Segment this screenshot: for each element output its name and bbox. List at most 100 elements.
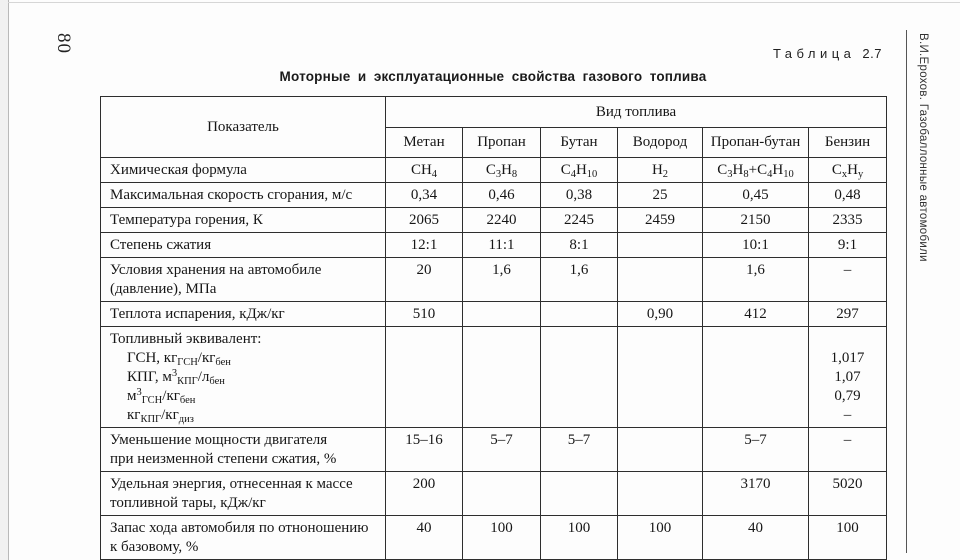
table-row: Уменьшение мощности двигателя при неизмен… [100,427,888,472]
value-cell: – [807,257,888,302]
header-row-fuels: Метан Пропан Бутан Водород Пропан-бутан … [101,127,888,158]
row-label-line: Максимальная скорость сгорания, м/с [110,187,353,203]
column-header-butane: Бутан [540,127,618,158]
value-cell: 3170 [702,471,809,516]
column-header-propane-butane: Пропан-бутан [702,127,809,158]
value-cell [462,326,541,428]
column-header-propane: Пропан [462,127,541,158]
row-label-line: Условия хранения на автомобиле [110,262,322,278]
row-label-line: Химическая формула [110,162,247,178]
value-line: 1,017 [830,350,865,366]
value-cell: H2 [617,157,703,183]
value-cell: 0,90 [617,301,703,327]
table-row: Химическая формула CH4 C3H8 C4H10 H2 C3H8+C4… [100,157,888,183]
value-cell: 10:1 [702,232,809,258]
value-cell [540,471,618,516]
value-cell: 100 [807,515,888,560]
value-cell: 0,45 [702,182,809,208]
value-cell: 0,48 [807,182,888,208]
value-cell: 5–7 [702,427,809,472]
column-group-header-fuel-type: Вид топлива [384,96,888,128]
value-cell: 2150 [702,207,809,233]
table-reference: Таблица 2.7 [100,46,882,61]
row-label: Удельная энергия, отнесенная к массе топл… [100,471,386,516]
row-label-line: Температура горения, К [110,212,263,228]
value-cell: 5020 [807,471,888,516]
table-title: Моторные и эксплуатационные свойства газ… [279,69,707,84]
value-cell: 40 [702,515,809,560]
value-cell: 297 [807,301,888,327]
row-label: Химическая формула [100,157,386,183]
value-cell [617,326,703,428]
row-label: Условия хранения на автомобиле (давление)… [100,257,386,302]
value-cell [617,232,703,258]
row-label-line: Удельная энергия, отнесенная к массе [110,476,353,492]
value-cell: C4H10 [540,157,618,183]
row-label-line: Теплота испарения, кДж/кг [110,306,285,322]
table-reference-number: 2.7 [862,46,882,61]
value-cell: 412 [702,301,809,327]
row-label: Теплота испарения, кДж/кг [100,301,386,327]
value-cell: 20 [385,257,463,302]
value-cell: 0,34 [385,182,463,208]
row-label: Запас хода автомобиля по отноношению к ба… [100,515,386,560]
value-cell [702,326,809,428]
row-label-line: к базовому, % [110,539,199,555]
book-margin-title: В.И.Ерохов. Газобаллонные автомобили [917,33,929,262]
value-cell: 9:1 [807,232,888,258]
row-label: Температура горения, К [100,207,386,233]
value-cell [540,326,618,428]
scan-top-edge-line [8,2,960,3]
column-header-hydrogen: Водород [617,127,703,158]
value-cell: – [807,427,888,472]
row-label-line: КПГ, м3КПГ/лбен [127,368,225,387]
value-cell: 1,017 1,07 0,79 – [807,326,888,428]
table-row: Топливный эквивалент: ГСН, кгГСН/кгбен КПГ… [100,326,888,428]
value-line: 1,07 [834,369,861,385]
value-cell: 12:1 [385,232,463,258]
value-cell: 1,6 [540,257,618,302]
value-cell: 100 [617,515,703,560]
value-cell: 0,38 [540,182,618,208]
value-cell: 25 [617,182,703,208]
value-cell: 2065 [385,207,463,233]
table-row: Удельная энергия, отнесенная к массе топл… [100,471,888,516]
value-cell: C3H8 [462,157,541,183]
table-row: Теплота испарения, кДж/кг 510 0,90 412 297 [100,301,888,327]
value-cell: 100 [540,515,618,560]
scan-left-edge-line [8,0,9,560]
row-label-line: Уменьшение мощности двигателя [110,432,328,448]
value-cell [617,427,703,472]
row-label: Уменьшение мощности двигателя при неизмен… [100,427,386,472]
row-label: Топливный эквивалент: ГСН, кгГСН/кгбен КПГ… [100,326,386,428]
row-label-line: топливной тары, кДж/кг [110,495,266,511]
column-header-indicator: Показатель [100,96,386,158]
table-row: Степень сжатия 12:1 11:1 8:1 10:1 9:1 [100,232,888,258]
table-reference-word: Таблица [772,46,856,61]
value-cell: C3H8+C4H10 [702,157,809,183]
table-row: Условия хранения на автомобиле (давление)… [100,257,888,302]
value-cell [617,257,703,302]
row-label-line: Топливный эквивалент: [110,331,262,347]
row-label: Максимальная скорость сгорания, м/с [100,182,386,208]
value-line [814,330,881,349]
value-cell: 2335 [807,207,888,233]
value-cell: CxHy [807,157,888,183]
value-cell: 510 [385,301,463,327]
header-row-group: Показатель Вид топлива [100,96,888,158]
row-label-line: Степень сжатия [110,237,212,253]
value-cell: 200 [385,471,463,516]
value-cell: 2240 [462,207,541,233]
value-cell: CH4 [385,157,463,183]
value-cell: 2245 [540,207,618,233]
value-cell [385,326,463,428]
value-line: – [843,407,852,423]
value-line: 0,79 [834,388,861,404]
value-cell [540,301,618,327]
value-cell: 11:1 [462,232,541,258]
value-cell: 2459 [617,207,703,233]
value-cell: 1,6 [462,257,541,302]
row-label-line: ГСН, кгГСН/кгбен [127,350,231,368]
scan-left-edge [0,0,8,560]
